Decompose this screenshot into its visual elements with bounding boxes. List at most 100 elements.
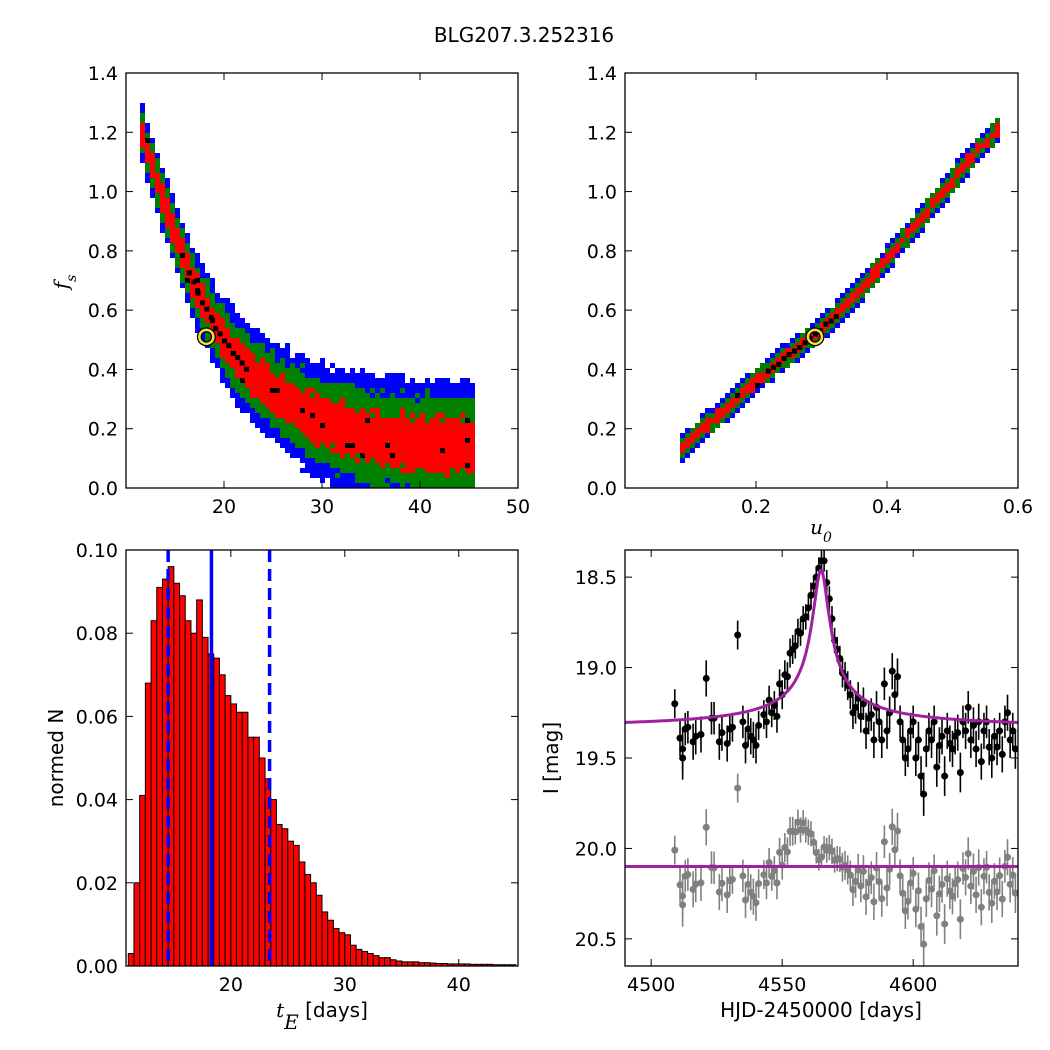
heatmap-cell: [170, 198, 175, 203]
heatmap-cell: [415, 433, 420, 438]
heatmap-cell: [845, 298, 850, 303]
heatmap-cell: [300, 368, 305, 373]
heatmap-cell: [300, 413, 305, 418]
heatmap-cell: [995, 123, 1000, 128]
heatmap-cell: [275, 438, 280, 443]
heatmap-cell: [335, 388, 340, 393]
heatmap-cell: [410, 443, 415, 448]
heatmap-cell: [280, 368, 285, 373]
heatmap-cell: [415, 448, 420, 453]
heatmap-core-cell: [828, 318, 834, 324]
heatmap-cell: [335, 438, 340, 443]
heatmap-cell: [920, 213, 925, 218]
heatmap-cell: [340, 408, 345, 413]
photometry-point: [802, 613, 810, 621]
heatmap-cell: [920, 203, 925, 208]
heatmap-cell: [825, 313, 830, 318]
heatmap-cell: [735, 408, 740, 413]
photometry-point: [739, 718, 747, 726]
heatmap-cell: [285, 403, 290, 408]
heatmap-cell: [160, 203, 165, 208]
heatmap-cell: [825, 333, 830, 338]
heatmap-cell: [920, 223, 925, 228]
heatmap-cell: [450, 408, 455, 413]
xlabel-tE-base: t: [276, 998, 285, 1022]
xlabel-tE-rest: [days]: [299, 998, 368, 1022]
heatmap-cell: [320, 418, 325, 423]
photometry-point: [689, 738, 697, 746]
heatmap-cell: [905, 238, 910, 243]
heatmap-cell: [325, 368, 330, 373]
heatmap-cell: [210, 308, 215, 313]
heatmap-cell: [150, 143, 155, 148]
heatmap-cell: [420, 438, 425, 443]
heatmap-cell: [460, 408, 465, 413]
heatmap-cell: [440, 378, 445, 383]
photometry-point: [946, 740, 954, 748]
heatmap-cell: [175, 238, 180, 243]
heatmap-cell: [725, 393, 730, 398]
heatmap-cell: [175, 258, 180, 263]
heatmap-cell: [275, 388, 280, 393]
heatmap-cell: [390, 418, 395, 423]
heatmap-cell: [385, 478, 390, 483]
heatmap-cell: [375, 428, 380, 433]
heatmap-cell: [445, 443, 450, 448]
heatmap-cell: [395, 473, 400, 478]
heatmap-cell: [705, 418, 710, 423]
heatmap-cell: [265, 398, 270, 403]
best-fit-marker: [198, 328, 215, 346]
heatmap-cell: [995, 138, 1000, 143]
heatmap-cell: [430, 458, 435, 463]
heatmap-cell: [425, 468, 430, 473]
heatmap-cell: [425, 383, 430, 388]
heatmap-cell: [300, 453, 305, 458]
heatmap-cell: [465, 383, 470, 388]
heatmap-cell: [305, 403, 310, 408]
heatmap-cell: [765, 358, 770, 363]
histogram-bar: [372, 955, 380, 967]
heatmap-cell: [360, 473, 365, 478]
heatmap-cell: [340, 373, 345, 378]
heatmap-cell: [370, 438, 375, 443]
heatmap-cell: [325, 418, 330, 423]
heatmap-cell: [805, 328, 810, 333]
histogram-bar: [230, 703, 238, 967]
heatmap-cell: [285, 433, 290, 438]
heatmap-cell: [405, 448, 410, 453]
photometry-point: [980, 727, 988, 735]
heatmap-cell: [205, 333, 210, 338]
residual-point: [799, 819, 807, 827]
histogram-bar: [139, 794, 146, 967]
heatmap-cell: [455, 423, 460, 428]
heatmap-cell: [450, 388, 455, 393]
heatmap-cell: [315, 408, 320, 413]
heatmap-cell: [175, 228, 180, 233]
heatmap-cell: [355, 443, 360, 448]
heatmap-cell: [885, 248, 890, 253]
residual-point: [977, 903, 985, 911]
residual-point: [752, 899, 760, 907]
plot-frame: [624, 72, 1019, 489]
heatmap-cell: [355, 373, 360, 378]
photometry-point: [893, 673, 901, 681]
heatmap-cell: [460, 428, 465, 433]
heatmap-cell: [295, 388, 300, 393]
heatmap-cell: [365, 373, 370, 378]
heatmap-cell: [985, 138, 990, 143]
heatmap-cell: [365, 378, 370, 383]
heatmap-cell: [430, 483, 435, 488]
heatmap-cell: [325, 473, 330, 478]
heatmap-cell: [235, 368, 240, 373]
heatmap-cell: [305, 393, 310, 398]
heatmap-cell: [360, 468, 365, 473]
photometry-point: [671, 700, 679, 708]
heatmap-cell: [145, 123, 150, 128]
residual-point: [1009, 871, 1017, 879]
heatmap-cell: [210, 348, 215, 353]
heatmap-cell: [445, 398, 450, 403]
heatmap-cell: [325, 463, 330, 468]
heatmap-cell: [295, 353, 300, 358]
heatmap-cell: [855, 303, 860, 308]
